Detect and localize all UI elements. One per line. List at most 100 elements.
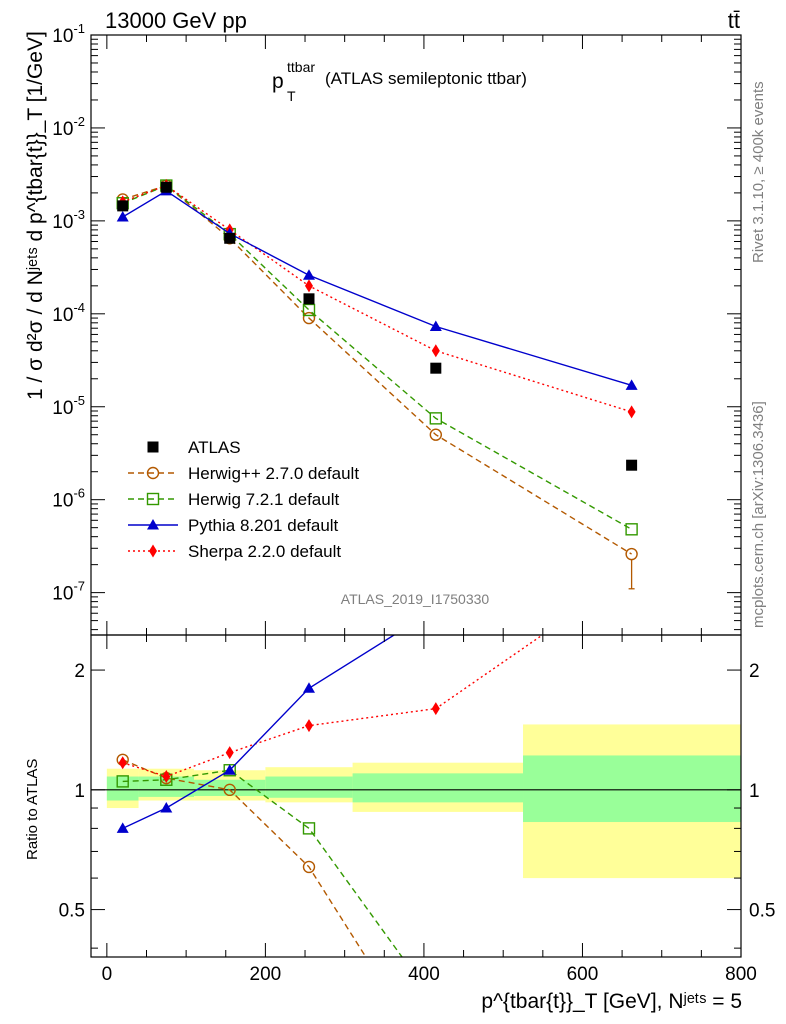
data-point: [224, 232, 236, 244]
main-series: [116, 179, 638, 590]
ratio-point: [431, 702, 440, 716]
legend-marker: [146, 492, 160, 506]
legend-label: Pythia 8.201 default: [188, 516, 339, 535]
band-inner: [106, 776, 139, 801]
x-tick-label: 800: [725, 964, 757, 985]
y-tick-label: 10-5: [52, 393, 85, 419]
ratio-sherpa-2-2-0-default: [118, 635, 544, 784]
y-tick-label: 10-7: [52, 579, 85, 605]
x-tick-label: 0: [102, 964, 113, 985]
ratio-y-tick-label-right: 0.5: [749, 901, 775, 922]
legend-marker: [147, 519, 159, 530]
header-left: 13000 GeV pp: [105, 8, 247, 33]
data-point: [625, 379, 638, 390]
ratio-y-tick-label-left: 2: [74, 661, 85, 682]
data-point: [626, 459, 638, 471]
data-point: [303, 293, 315, 305]
y-tick-label: 10-6: [52, 486, 85, 512]
y-axis-title-ratio: Ratio to ATLAS: [24, 759, 41, 860]
y-axis-title-main: 1 / σ d²σ / d Nʲᵉᵗˢ d p^{tbar{t}}_T [1/G…: [24, 31, 47, 400]
legend-entry-sherpa-2-2-0-default: Sherpa 2.2.0 default: [128, 542, 341, 561]
band-inner: [523, 755, 741, 823]
ratio-point: [116, 775, 129, 788]
ratio-y-tick-label-left: 0.5: [59, 901, 85, 922]
title-rest: (ATLAS semileptonic ttbar): [325, 69, 527, 88]
ratio-series: [116, 635, 544, 1009]
series-sherpa-2-2-0-default: [118, 179, 636, 419]
legend-marker: [149, 544, 157, 558]
legend-entry-herwig-7-2-1-default: Herwig 7.2.1 default: [128, 490, 339, 509]
data-point: [429, 320, 442, 332]
analysis-id: ATLAS_2019_I1750330: [341, 591, 490, 607]
ratio-line: [122, 635, 544, 778]
series-line: [122, 184, 632, 555]
y-tick-label: 10-2: [52, 114, 85, 140]
data-point: [117, 200, 129, 212]
legend-marker: [147, 441, 159, 453]
legend-label: Herwig 7.2.1 default: [188, 490, 339, 509]
band-inner: [138, 776, 195, 797]
mcplots-label: mcplots.cern.ch [arXiv:1306.3436]: [750, 401, 767, 628]
data-point: [429, 428, 443, 441]
data-point: [625, 523, 638, 536]
legend-marker: [146, 466, 160, 480]
title-main: p: [272, 70, 284, 93]
data-point: [302, 269, 315, 280]
series-atlas: [117, 181, 638, 471]
x-axis-title: p^{tbar{t}}_T [GeV], Nʲᵉᵗˢ = 5: [481, 990, 742, 1013]
band-inner: [265, 776, 353, 798]
series-line: [122, 190, 632, 387]
x-tick-label: 400: [408, 964, 440, 985]
data-point: [302, 303, 316, 317]
legend-label: ATLAS: [188, 438, 241, 457]
ratio-point: [116, 822, 129, 833]
ratio-point: [430, 998, 441, 1009]
title-sup: ttbar: [287, 59, 315, 75]
series-line: [122, 184, 632, 413]
ratio-point: [118, 756, 127, 770]
data-point: [429, 412, 443, 425]
y-tick-label: 10-1: [52, 21, 85, 47]
ratio-y-tick-label-right: 2: [749, 661, 760, 682]
series-pythia-8-201-default: [116, 184, 638, 390]
band-inner: [352, 773, 524, 803]
ratio-point: [225, 746, 234, 760]
data-point: [304, 279, 313, 293]
legend-label: Sherpa 2.2.0 default: [188, 542, 341, 561]
legend-entry-pythia-8-201-default: Pythia 8.201 default: [128, 516, 339, 535]
x-tick-label: 200: [250, 964, 282, 985]
ratio-point: [304, 719, 313, 733]
rivet-label: Rivet 3.1.10, ≥ 400k events: [750, 81, 767, 263]
ratio-point: [302, 822, 316, 835]
header-right: tt̄: [728, 8, 740, 33]
ratio-point: [223, 764, 236, 775]
ratio-pythia-8-201-default: [116, 635, 396, 833]
y-tick-label: 10-3: [52, 207, 85, 233]
ratio-point: [160, 802, 173, 813]
data-point: [160, 181, 172, 193]
ratio-point: [162, 770, 171, 784]
y-tick-label: 10-4: [52, 300, 85, 326]
data-point: [302, 311, 316, 325]
data-point: [431, 344, 440, 358]
series-line: [122, 184, 632, 530]
legend-entry-herwig-2-7-0-default: Herwig++ 2.7.0 default: [128, 464, 359, 483]
legend-label: Herwig++ 2.7.0 default: [188, 464, 359, 483]
ratio-point: [302, 860, 316, 874]
ratio-y-tick-label-right: 1: [749, 781, 760, 802]
ratio-point: [223, 783, 236, 797]
band-inner: [194, 779, 266, 796]
legend-entry-atlas: ATLAS: [147, 438, 241, 457]
data-point: [116, 211, 129, 222]
x-tick-label: 600: [567, 964, 599, 985]
ratio-y-tick-label-left: 1: [74, 781, 85, 802]
axes: 10-1 10-2 10-3 10-4 10-5 10-6 10-7 0.5 0.5 1 1 2 2 0 2…: [52, 21, 775, 985]
legend: ATLAS Herwig++ 2.7.0 default Herwig 7.2.1 …: [128, 438, 359, 561]
plot-title: p T ttbar (ATLAS semileptonic ttbar): [272, 59, 527, 104]
ratio-point: [302, 682, 315, 693]
title-sub: T: [287, 88, 296, 104]
data-point: [627, 405, 636, 419]
ratio-plot-frame: [90, 634, 742, 958]
